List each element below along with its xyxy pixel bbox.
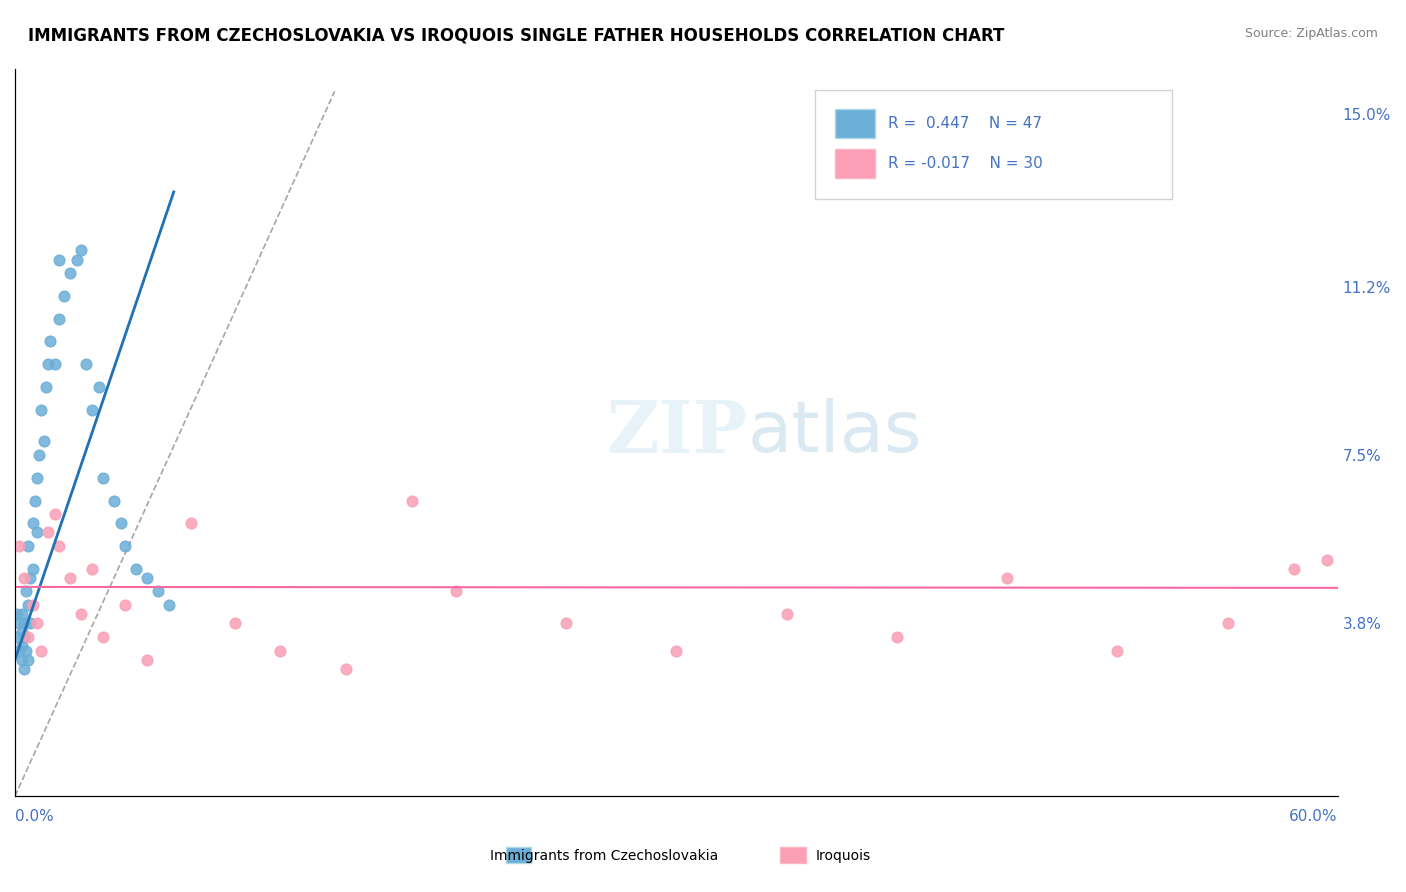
Point <box>148 584 170 599</box>
Point <box>775 607 797 622</box>
Point <box>8 643 31 657</box>
Point <box>8 539 31 553</box>
Point <box>44 357 66 371</box>
Point <box>8 616 31 631</box>
Point <box>1216 616 1239 631</box>
Point <box>17 598 39 612</box>
Point <box>335 662 357 676</box>
Point <box>136 571 159 585</box>
Point <box>70 244 93 258</box>
Point <box>75 357 97 371</box>
Point <box>13 630 35 644</box>
Point <box>136 653 159 667</box>
Point <box>21 516 44 531</box>
Text: 60.0%: 60.0% <box>1289 809 1337 824</box>
Point <box>59 571 82 585</box>
Point <box>10 653 32 667</box>
Point <box>66 252 89 267</box>
Point <box>995 571 1018 585</box>
Point <box>25 616 48 631</box>
Point <box>1107 643 1129 657</box>
FancyBboxPatch shape <box>815 90 1173 200</box>
Point <box>114 539 136 553</box>
Text: Iroquois: Iroquois <box>815 849 872 863</box>
Point <box>21 562 44 576</box>
Point <box>401 493 423 508</box>
Point <box>30 643 52 657</box>
Point <box>20 571 42 585</box>
Point <box>1282 562 1305 576</box>
FancyBboxPatch shape <box>835 109 875 137</box>
Point <box>35 380 58 394</box>
Point <box>48 311 70 326</box>
Point <box>10 639 32 653</box>
Point <box>103 493 125 508</box>
Point <box>30 402 52 417</box>
Point <box>13 616 35 631</box>
Point <box>37 357 59 371</box>
Point <box>48 252 70 267</box>
Text: IMMIGRANTS FROM CZECHOSLOVAKIA VS IROQUOIS SINGLE FATHER HOUSEHOLDS CORRELATION : IMMIGRANTS FROM CZECHOSLOVAKIA VS IROQUO… <box>28 27 1004 45</box>
Point <box>886 630 908 644</box>
Point <box>13 571 35 585</box>
Point <box>25 525 48 540</box>
Point <box>665 643 688 657</box>
Point <box>180 516 202 531</box>
Text: ZIP: ZIP <box>606 397 747 467</box>
Point <box>59 266 82 280</box>
Point <box>91 630 114 644</box>
Point <box>91 471 114 485</box>
Point <box>1316 552 1339 566</box>
Point <box>37 525 59 540</box>
Point <box>15 643 38 657</box>
Point <box>555 616 578 631</box>
Text: Immigrants from Czechoslovakia: Immigrants from Czechoslovakia <box>491 849 718 863</box>
Point <box>25 471 48 485</box>
Point <box>20 616 42 631</box>
Point <box>82 402 104 417</box>
Point <box>28 448 51 462</box>
Point <box>87 380 110 394</box>
Point <box>10 607 32 622</box>
Point <box>48 539 70 553</box>
Point <box>15 584 38 599</box>
Point <box>24 493 46 508</box>
FancyBboxPatch shape <box>835 149 875 178</box>
Point <box>39 334 62 349</box>
Point <box>269 643 291 657</box>
Point <box>17 653 39 667</box>
Point <box>44 507 66 521</box>
Point <box>444 584 467 599</box>
Point <box>32 434 55 449</box>
Point <box>224 616 246 631</box>
Point <box>10 625 32 640</box>
Point <box>114 598 136 612</box>
Point <box>82 562 104 576</box>
Point <box>157 598 180 612</box>
Text: R = -0.017    N = 30: R = -0.017 N = 30 <box>889 155 1043 170</box>
Point <box>52 289 75 303</box>
Point <box>6 630 28 644</box>
Point <box>70 607 93 622</box>
Point <box>17 630 39 644</box>
Point <box>6 607 28 622</box>
Point <box>17 539 39 553</box>
Point <box>21 598 44 612</box>
Text: atlas: atlas <box>748 398 922 467</box>
Point <box>110 516 132 531</box>
Text: R =  0.447    N = 47: R = 0.447 N = 47 <box>889 116 1042 130</box>
Text: 0.0%: 0.0% <box>15 809 53 824</box>
Point <box>125 562 148 576</box>
Text: Source: ZipAtlas.com: Source: ZipAtlas.com <box>1244 27 1378 40</box>
Point <box>13 662 35 676</box>
